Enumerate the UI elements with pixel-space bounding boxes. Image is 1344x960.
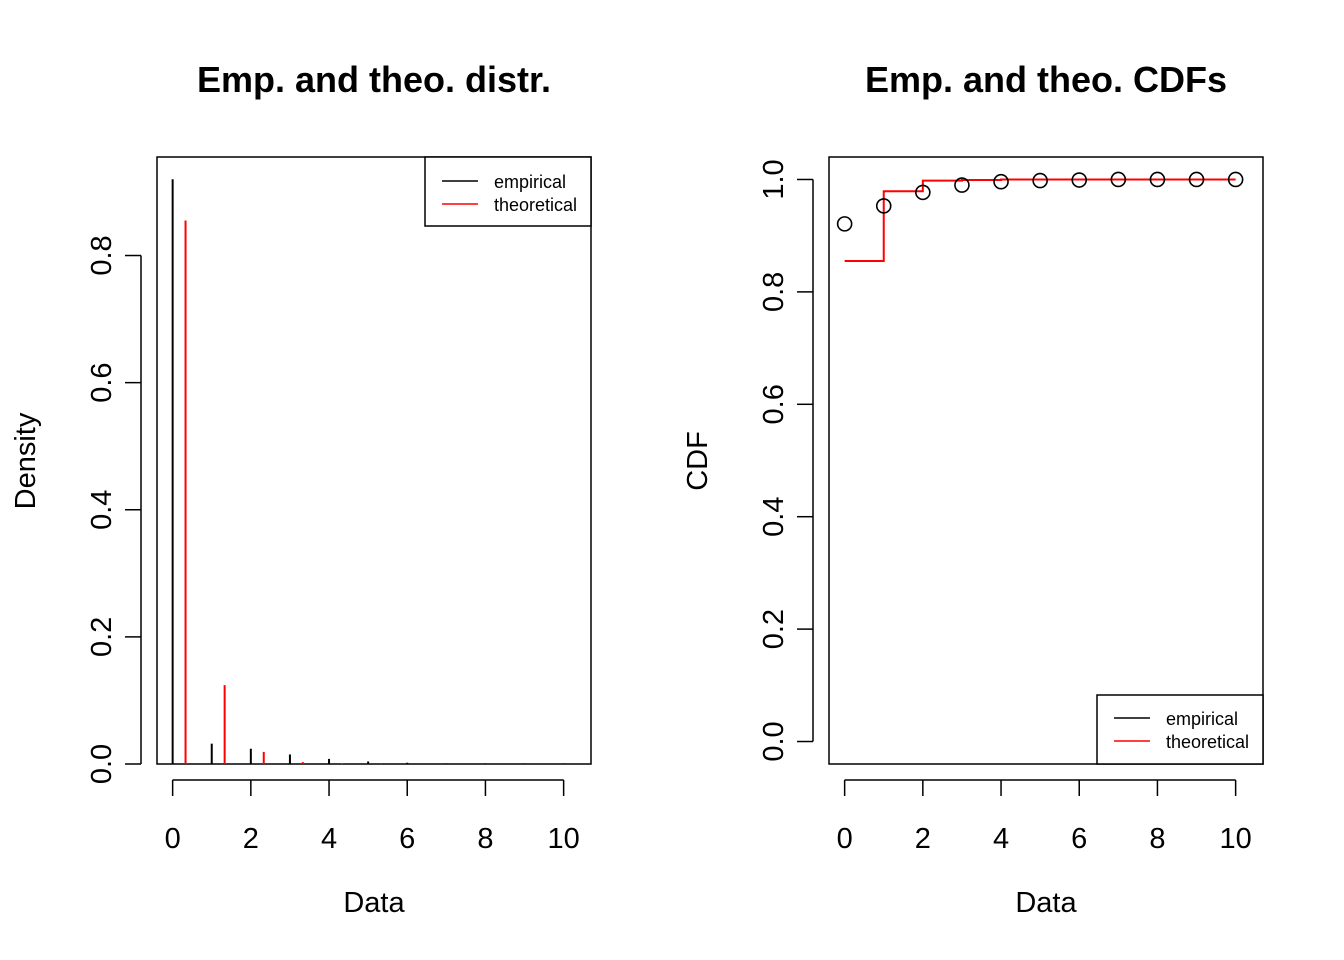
x-tick-label: 6 [1071, 823, 1087, 855]
cdf-legend-theoretical-label: theoretical [1166, 732, 1249, 752]
y-tick-label: 0.0 [758, 721, 790, 761]
x-tick-label: 8 [1149, 823, 1165, 855]
y-tick-label: 0.8 [86, 235, 118, 275]
empirical-cdf-point [1110, 171, 1127, 188]
empirical-cdf-point [1032, 172, 1048, 189]
y-tick-label: 0.2 [86, 617, 118, 657]
empirical-cdf-point [1188, 171, 1205, 188]
density-y-axis-label: Density [10, 412, 42, 509]
density-legend-theoretical-label: theoretical [494, 195, 577, 215]
y-tick-label: 0.8 [758, 272, 790, 312]
density-y-axis: 0.0 0.2 0.4 0.6 0.8 [86, 235, 142, 784]
x-tick-label: 4 [321, 823, 337, 855]
x-tick-label: 0 [837, 823, 853, 855]
x-tick-label: 8 [477, 823, 493, 855]
y-tick-label: 0.4 [758, 497, 790, 537]
density-legend-empirical-label: empirical [494, 172, 566, 192]
cdf-chart-title: Emp. and theo. CDFs [865, 59, 1227, 100]
empirical-cdf-point [993, 173, 1009, 190]
y-tick-label: 1.0 [758, 159, 790, 199]
density-plot-frame [156, 156, 592, 765]
density-legend-box [424, 156, 592, 227]
cdf-y-axis: 0.0 0.2 0.4 0.6 0.8 1.0 [758, 159, 814, 762]
y-tick-label: 0.6 [86, 362, 118, 402]
density-x-axis: 0 2 4 6 8 10 [165, 779, 580, 855]
y-tick-label: 0.2 [758, 609, 790, 649]
density-panel: Emp. and theo. distr. Data Density 0 2 4 6 8… [10, 59, 592, 919]
x-tick-label: 0 [165, 823, 181, 855]
x-tick-label: 10 [547, 823, 579, 855]
empirical-cdf-point [875, 198, 892, 214]
cdf-plot-frame [828, 156, 1264, 765]
x-tick-label: 6 [399, 823, 415, 855]
empirical-cdf-point [1227, 171, 1244, 188]
cdf-x-axis-label: Data [1015, 887, 1077, 919]
cdf-y-axis-label: CDF [682, 431, 714, 491]
x-tick-label: 2 [243, 823, 259, 855]
density-chart-title: Emp. and theo. distr. [197, 59, 551, 100]
density-legend: empirical theoretical [424, 156, 592, 227]
y-tick-label: 0.6 [758, 384, 790, 424]
cdf-legend-empirical-label: empirical [1166, 709, 1238, 729]
empirical-cdf-point [836, 216, 853, 232]
density-marks [171, 179, 578, 764]
x-tick-label: 10 [1219, 823, 1251, 855]
empirical-cdf-point [1149, 171, 1166, 188]
empirical-cdf-point [1071, 172, 1088, 188]
cdf-legend-box [1096, 694, 1264, 765]
cdf-legend: empirical theoretical [1096, 694, 1264, 765]
cdf-marks [836, 171, 1244, 262]
x-tick-label: 4 [993, 823, 1009, 855]
y-tick-label: 0.4 [86, 490, 118, 530]
empirical-cdf-point [915, 184, 931, 201]
cdf-panel: Emp. and theo. CDFs Data CDF 0 2 4 6 8 10 0.0… [682, 59, 1264, 919]
x-tick-label: 2 [915, 823, 931, 855]
y-tick-label: 0.0 [86, 744, 118, 784]
cdf-x-axis: 0 2 4 6 8 10 [837, 779, 1252, 855]
density-x-axis-label: Data [343, 887, 405, 919]
empirical-cdf-point [954, 177, 970, 193]
theoretical-cdf-step-line [844, 178, 1236, 262]
